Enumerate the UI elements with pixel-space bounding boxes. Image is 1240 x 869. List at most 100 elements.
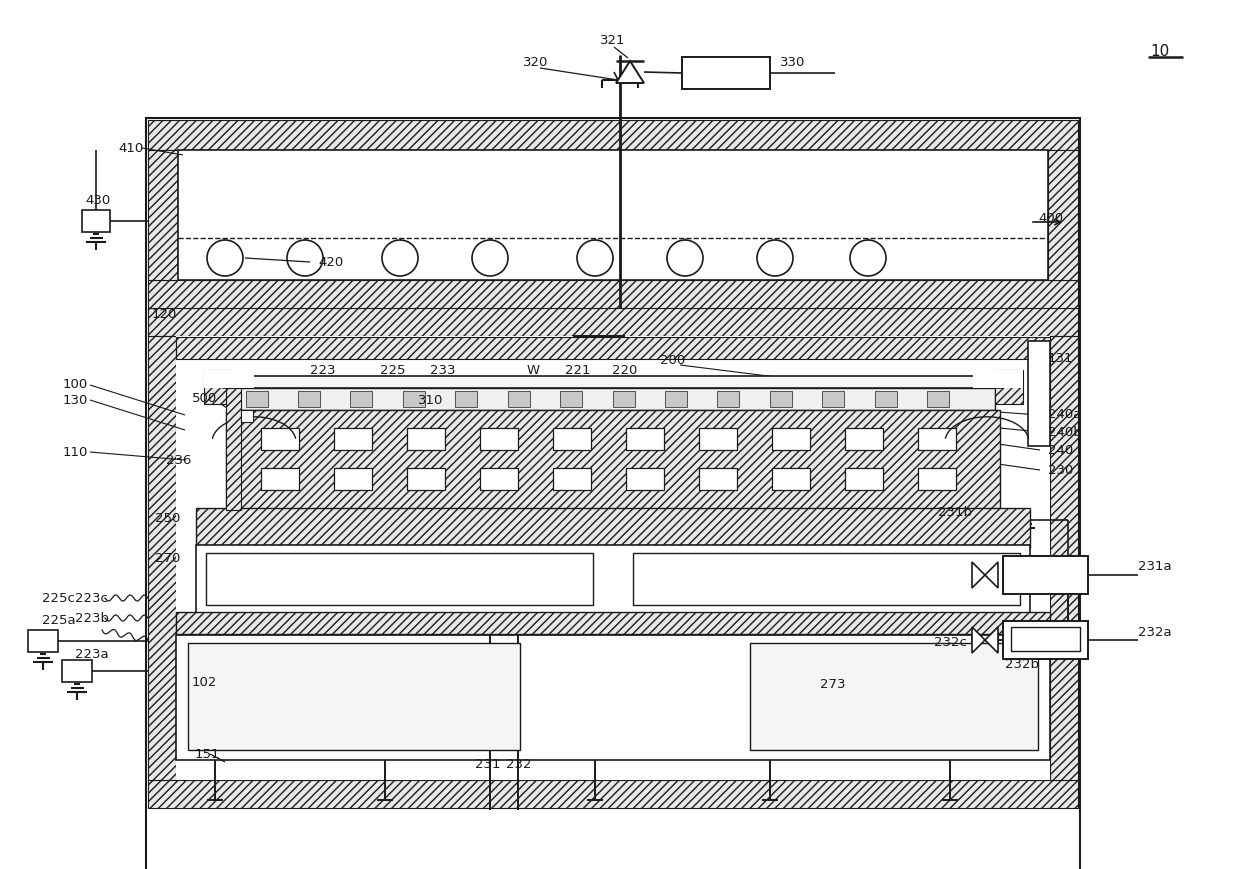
Text: 273: 273: [820, 679, 846, 692]
Bar: [407, 428, 445, 450]
Text: 225c: 225c: [42, 592, 74, 605]
Bar: [1003, 621, 1087, 659]
Bar: [994, 370, 1023, 404]
Bar: [1028, 341, 1050, 446]
Bar: [176, 635, 1050, 760]
Text: 100: 100: [63, 379, 88, 392]
Bar: [146, 118, 1080, 869]
Bar: [632, 553, 1021, 605]
Bar: [773, 428, 810, 450]
Text: 231: 231: [475, 759, 501, 772]
Bar: [241, 410, 253, 422]
Bar: [205, 370, 232, 404]
Text: 231a: 231a: [1138, 560, 1172, 573]
Text: 250: 250: [155, 512, 180, 525]
Text: 410: 410: [118, 142, 144, 155]
Text: 223: 223: [310, 363, 336, 376]
Text: 102: 102: [192, 675, 217, 688]
Text: 240: 240: [1048, 443, 1074, 456]
Bar: [717, 391, 739, 407]
Bar: [875, 391, 897, 407]
Bar: [1011, 627, 1080, 651]
Bar: [773, 468, 810, 490]
Text: 240a: 240a: [1048, 408, 1081, 421]
Text: 420: 420: [317, 256, 343, 269]
Bar: [574, 336, 624, 337]
Bar: [176, 612, 1050, 634]
Text: 230: 230: [1048, 463, 1074, 476]
Bar: [206, 553, 593, 605]
Bar: [407, 468, 445, 490]
Bar: [574, 336, 624, 337]
Bar: [231, 388, 994, 410]
Bar: [179, 150, 1048, 280]
Bar: [665, 391, 687, 407]
Bar: [553, 428, 591, 450]
Bar: [148, 780, 1078, 808]
Text: 200: 200: [660, 354, 686, 367]
Bar: [480, 428, 518, 450]
Bar: [246, 391, 268, 407]
Bar: [196, 545, 1030, 613]
Bar: [196, 508, 1030, 548]
Bar: [176, 336, 1050, 780]
Bar: [148, 150, 179, 280]
Text: 330: 330: [780, 56, 805, 69]
Bar: [928, 391, 949, 407]
Bar: [682, 57, 770, 89]
Text: 223a: 223a: [74, 648, 109, 661]
Bar: [29, 630, 58, 652]
Text: 232a: 232a: [1138, 626, 1172, 639]
Text: 233: 233: [430, 363, 455, 376]
Text: 321: 321: [600, 34, 625, 47]
Bar: [508, 391, 529, 407]
Bar: [176, 337, 1050, 359]
Bar: [699, 468, 737, 490]
Text: 430: 430: [86, 194, 110, 207]
Bar: [1048, 150, 1078, 280]
Bar: [350, 391, 372, 407]
Bar: [455, 391, 477, 407]
Bar: [82, 210, 110, 232]
Bar: [613, 391, 635, 407]
Text: 110: 110: [63, 446, 88, 459]
Polygon shape: [616, 61, 644, 83]
Bar: [918, 428, 956, 450]
Bar: [1003, 556, 1087, 594]
Bar: [844, 468, 883, 490]
Text: 500: 500: [192, 392, 217, 404]
Text: 223c: 223c: [74, 592, 108, 605]
Text: 232: 232: [506, 759, 532, 772]
Bar: [699, 428, 737, 450]
Bar: [62, 660, 92, 682]
Text: 220: 220: [613, 363, 637, 376]
Bar: [1050, 336, 1078, 780]
Text: 120: 120: [153, 308, 177, 322]
Text: 10: 10: [1149, 44, 1169, 59]
Bar: [918, 468, 956, 490]
Text: 223b: 223b: [74, 612, 109, 625]
Text: 232c: 232c: [934, 635, 967, 648]
Text: W: W: [527, 363, 541, 376]
Bar: [403, 391, 425, 407]
Text: 232b: 232b: [1004, 659, 1039, 672]
Text: 231b: 231b: [937, 506, 972, 519]
Text: 221: 221: [565, 363, 590, 376]
Text: 310: 310: [418, 394, 444, 407]
Bar: [260, 428, 299, 450]
Text: 151: 151: [195, 748, 221, 761]
Text: 131: 131: [1048, 351, 1074, 364]
Bar: [188, 643, 520, 750]
Bar: [148, 336, 176, 780]
Bar: [626, 468, 663, 490]
Bar: [260, 468, 299, 490]
Bar: [822, 391, 844, 407]
Polygon shape: [972, 627, 985, 653]
Bar: [553, 468, 591, 490]
Bar: [334, 468, 372, 490]
Bar: [223, 376, 1003, 388]
Bar: [560, 391, 582, 407]
Text: 225: 225: [379, 363, 405, 376]
Bar: [973, 370, 1023, 388]
Text: 270: 270: [155, 552, 180, 565]
